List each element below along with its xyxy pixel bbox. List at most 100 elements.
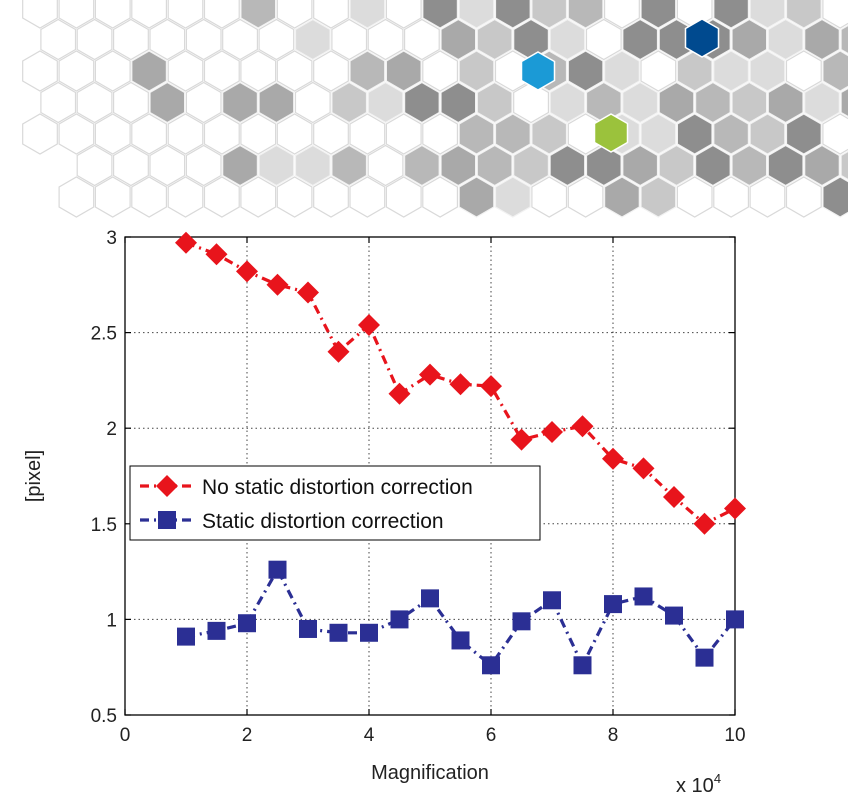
hexagon xyxy=(94,0,131,29)
legend: No static distortion correction Static d… xyxy=(129,465,541,541)
hexagon xyxy=(294,18,331,61)
hexagon xyxy=(822,176,848,218)
hexagon xyxy=(58,113,95,155)
hexagon xyxy=(131,50,167,92)
hexagon xyxy=(404,144,440,187)
data-point-0 xyxy=(388,382,411,405)
hexagon xyxy=(804,144,840,187)
hexagon xyxy=(804,18,840,61)
data-point-0 xyxy=(266,273,289,296)
hexagon xyxy=(422,0,458,29)
hexagon xyxy=(676,50,713,92)
hexagon xyxy=(240,176,277,218)
hexagon xyxy=(94,176,131,218)
hexagon xyxy=(313,50,349,92)
hexagon xyxy=(513,81,550,124)
data-point-0 xyxy=(236,260,258,283)
x-tick-label: 10 xyxy=(724,725,745,746)
hexagon xyxy=(603,0,640,29)
data-point-0 xyxy=(693,512,716,535)
hexagon xyxy=(713,0,750,29)
hexagon xyxy=(203,50,240,92)
hexagon xyxy=(294,81,331,124)
data-point-0 xyxy=(419,363,441,386)
hexagon xyxy=(458,50,495,92)
hexagon xyxy=(40,81,77,124)
data-point-0 xyxy=(449,373,472,396)
hexagon xyxy=(385,0,422,29)
data-point-0 xyxy=(297,281,319,304)
hexagon xyxy=(676,113,713,155)
hexagon xyxy=(258,81,295,124)
hexagon xyxy=(713,176,750,218)
hexagon xyxy=(22,113,58,155)
data-point-1 xyxy=(604,595,622,614)
hexagon xyxy=(185,81,222,124)
y-tick-label: 1 xyxy=(106,610,117,631)
hexagon xyxy=(22,0,58,29)
hexagon xyxy=(513,144,550,187)
hexagon xyxy=(385,50,422,92)
hexagon xyxy=(585,81,622,124)
hexagon xyxy=(367,81,404,124)
hexagon xyxy=(131,176,167,218)
data-point-1 xyxy=(268,560,287,579)
hexagon xyxy=(367,144,404,187)
hexagon xyxy=(767,81,804,124)
hexagon xyxy=(349,176,386,218)
data-point-0 xyxy=(541,421,563,444)
data-point-1 xyxy=(726,610,744,629)
x-tick-label: 2 xyxy=(242,725,253,746)
hexagon xyxy=(112,18,149,61)
hexagon xyxy=(822,113,848,155)
hexagon-green xyxy=(593,113,629,153)
legend-marker xyxy=(158,511,176,529)
hexagon xyxy=(731,144,768,187)
hexagon xyxy=(76,144,113,187)
hexagon xyxy=(694,81,731,124)
hexagon xyxy=(840,150,848,181)
hexagon xyxy=(476,18,513,61)
x-tick-label: 8 xyxy=(608,725,619,746)
hexagon-navy xyxy=(684,18,720,58)
legend-marker xyxy=(156,475,178,497)
hexagon xyxy=(58,0,95,29)
x-axis-multiplier: x 104 xyxy=(676,771,721,797)
hexagon xyxy=(276,176,313,218)
hexagon xyxy=(185,144,222,187)
hexagon xyxy=(785,176,822,218)
hexagon xyxy=(94,113,131,155)
hexagon xyxy=(167,113,204,155)
hexagon xyxy=(458,0,495,29)
hexagon xyxy=(749,0,786,29)
hexagon xyxy=(367,18,404,61)
hexagon xyxy=(349,113,386,155)
x-tick-label: 6 xyxy=(486,725,497,746)
x-axis-label: Magnification xyxy=(371,762,489,784)
hexagon xyxy=(676,0,713,29)
hexagon xyxy=(822,0,848,29)
hexagon xyxy=(658,81,695,124)
hexagon-blue xyxy=(520,51,556,91)
y-tick-label: 2.5 xyxy=(91,324,117,345)
data-point-0 xyxy=(205,243,228,266)
hexagon xyxy=(167,176,204,218)
hexagon xyxy=(822,50,848,92)
hexagon xyxy=(622,144,659,187)
data-point-1 xyxy=(695,648,714,667)
hexagon xyxy=(131,0,167,29)
hexagon xyxy=(276,0,313,29)
hexagon xyxy=(458,176,495,218)
data-point-1 xyxy=(207,621,226,640)
hexagon xyxy=(476,144,513,187)
hexagon xyxy=(240,113,277,155)
y-axis-label: [pixel] xyxy=(23,450,45,502)
data-point-1 xyxy=(543,591,561,610)
hexagon xyxy=(731,18,768,61)
hexagon xyxy=(22,50,58,92)
hexagon xyxy=(422,176,458,218)
hexagon xyxy=(603,176,640,218)
hexagon xyxy=(440,144,477,187)
hexagon xyxy=(294,144,331,187)
